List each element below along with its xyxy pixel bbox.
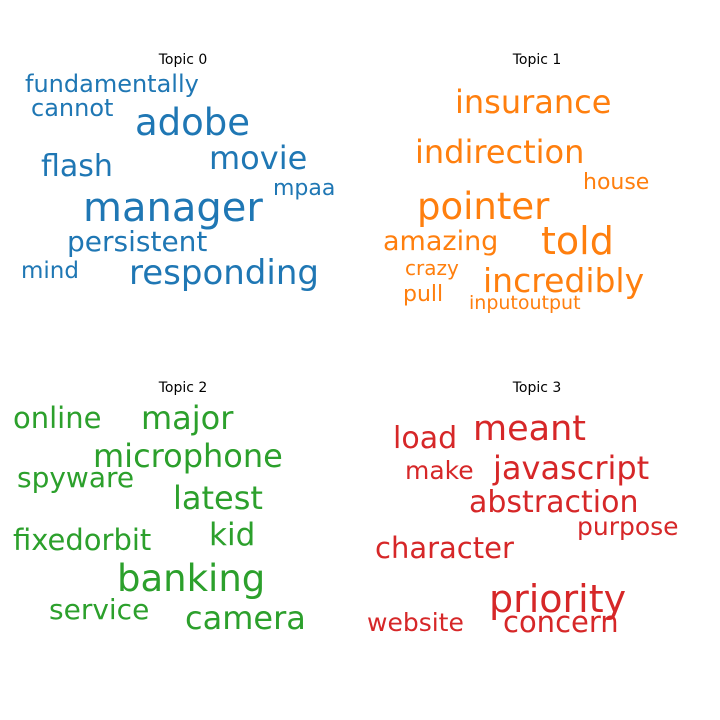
topic-0-word-adobe: adobe [135,101,251,144]
topic-3-word-make: make [405,456,474,485]
topic-2-word-microphone: microphone [93,437,283,475]
topic-2-word-major: major [141,399,234,437]
topic-2-word-service: service [49,593,150,626]
topic-3-word-javascript: javascript [493,449,650,487]
topic-3-wordcloud: load meant make javascript abstraction purpos… [357,328,717,688]
topic-2-word-latest: latest [173,479,263,517]
topic-2-panel: Topic 2 online major microphone spyware late… [3,328,363,688]
topic-0-word-responding: responding [129,253,319,293]
topic-1-word-crazy: crazy [405,256,459,280]
topic-2-word-online: online [13,401,102,435]
topic-0-word-manager: manager [83,185,263,231]
topic-3-word-character: character [375,531,514,565]
topic-0-panel: Topic 0 fundamentally cannot adobe movie fla… [3,0,363,360]
topic-1-word-incredibly: incredibly [483,261,645,300]
topic-2-word-banking: banking [117,557,266,600]
topic-1-title: Topic 1 [512,52,562,68]
topic-0-word-mpaa: mpaa [273,176,336,201]
topic-1-word-amazing: amazing [383,226,499,257]
topic-1-word-told: told [541,219,614,263]
topic-1-word-house: house [583,170,650,195]
topic-1-word-insurance: insurance [455,83,612,121]
topic-3-word-meant: meant [473,409,586,449]
topic-1-wordcloud: insurance indirection house pointer amazing t… [357,0,717,360]
topic-2-title: Topic 2 [158,380,208,396]
topic-1-word-indirection: indirection [415,133,585,171]
topic-0-word-mind: mind [21,258,79,284]
topic-3-word-website: website [367,608,464,637]
topic-1-panel: Topic 1 insurance indirection house pointer… [357,0,717,360]
topic-0-word-cannot: cannot [31,94,114,122]
topic-1-word-pull: pull [403,282,444,307]
topic-0-word-flash: flash [41,149,113,184]
topic-3-word-purpose: purpose [577,512,679,541]
topic-2-word-kid: kid [209,517,256,553]
topic-1-word-pointer: pointer [417,185,550,228]
topic-3-title: Topic 3 [512,380,562,396]
topic-0-title: Topic 0 [158,52,208,68]
topic-0-word-persistent: persistent [67,225,208,258]
topic-2-word-fixedorbit: fixedorbit [13,523,152,557]
topic-0-wordcloud: fundamentally cannot adobe movie flash mpaa ma… [3,0,363,360]
topic-2-word-spyware: spyware [17,461,135,494]
topic-2-word-camera: camera [185,599,306,637]
topic-2-wordcloud: online major microphone spyware latest fixedo… [3,328,363,688]
topic-1-word-inputoutput: inputoutput [469,292,581,314]
topic-0-word-fundamentally: fundamentally [25,70,199,98]
topic-3-word-priority: priority [489,577,627,621]
topic-3-panel: Topic 3 load meant make javascript abstracti… [357,328,717,688]
topic-3-word-load: load [393,421,458,456]
topic-3-word-abstraction: abstraction [469,485,639,520]
topic-0-word-movie: movie [209,139,308,177]
topic-3-word-concern: concern [503,605,619,639]
